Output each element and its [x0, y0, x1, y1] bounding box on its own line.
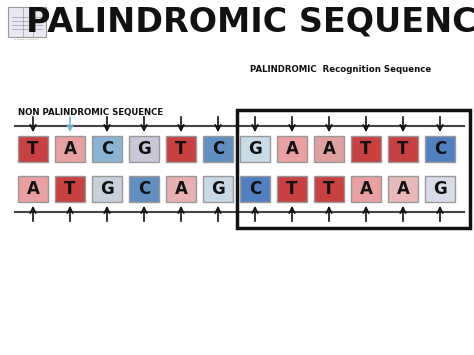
Text: T: T — [286, 180, 298, 198]
Bar — [166, 136, 196, 162]
Text: PALERMO D'AMBROGIO: PALERMO D'AMBROGIO — [15, 39, 39, 40]
Bar — [240, 176, 270, 202]
Text: G: G — [211, 180, 225, 198]
Text: C: C — [249, 180, 261, 198]
Bar — [237, 110, 470, 228]
Bar — [277, 136, 307, 162]
Bar — [18, 136, 48, 162]
Bar — [129, 136, 159, 162]
Text: A: A — [285, 140, 299, 158]
Text: T: T — [397, 140, 409, 158]
Bar — [351, 176, 381, 202]
Text: C: C — [212, 140, 224, 158]
Text: C: C — [434, 140, 446, 158]
Bar — [277, 176, 307, 202]
Bar — [92, 136, 122, 162]
Bar — [314, 136, 344, 162]
Text: C: C — [138, 180, 150, 198]
Text: A: A — [64, 140, 76, 158]
Text: A: A — [397, 180, 410, 198]
Text: A: A — [360, 180, 373, 198]
Bar — [203, 136, 233, 162]
Text: T: T — [27, 140, 39, 158]
Text: G: G — [100, 180, 114, 198]
Bar — [55, 176, 85, 202]
Bar — [388, 176, 418, 202]
Bar — [8, 7, 46, 37]
Text: T: T — [360, 140, 372, 158]
Text: G: G — [248, 140, 262, 158]
Bar — [129, 176, 159, 202]
Bar — [92, 176, 122, 202]
Text: T: T — [175, 140, 187, 158]
Bar — [425, 176, 455, 202]
Text: T: T — [323, 180, 335, 198]
Text: A: A — [323, 140, 336, 158]
Text: G: G — [137, 140, 151, 158]
Bar — [55, 136, 85, 162]
Bar — [388, 136, 418, 162]
Bar — [18, 176, 48, 202]
Bar — [314, 176, 344, 202]
Text: PALINDROMIC  Recognition Sequence: PALINDROMIC Recognition Sequence — [250, 65, 431, 73]
Bar — [240, 136, 270, 162]
Bar — [166, 176, 196, 202]
Text: A: A — [174, 180, 187, 198]
Text: NON PALINDROMIC SEQUENCE: NON PALINDROMIC SEQUENCE — [18, 108, 163, 116]
Bar — [203, 176, 233, 202]
Text: A: A — [27, 180, 39, 198]
Text: T: T — [64, 180, 76, 198]
Bar — [351, 136, 381, 162]
Text: PALINDROMIC SEQUENCE: PALINDROMIC SEQUENCE — [26, 5, 474, 38]
Bar — [425, 136, 455, 162]
Text: G: G — [433, 180, 447, 198]
Text: C: C — [101, 140, 113, 158]
